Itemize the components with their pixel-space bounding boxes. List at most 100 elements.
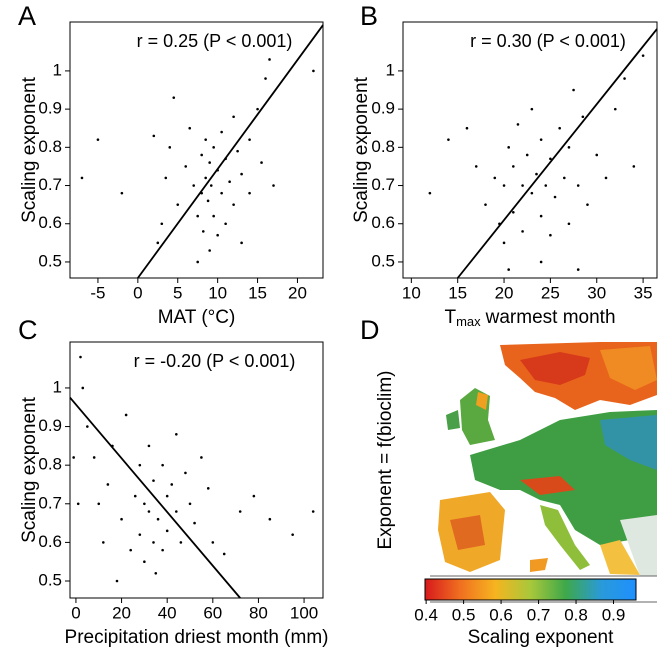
point <box>179 541 183 544</box>
point <box>502 241 506 245</box>
point <box>567 146 571 149</box>
x-axis-label-main: T <box>444 307 456 328</box>
point <box>165 494 169 498</box>
point <box>465 126 469 130</box>
point <box>507 268 510 271</box>
point <box>474 165 478 168</box>
panel-label: D <box>360 315 380 345</box>
y-tick-label: 0.9 <box>371 99 395 118</box>
point <box>484 203 487 206</box>
point <box>539 138 543 141</box>
point <box>143 502 146 506</box>
point <box>291 533 294 536</box>
point <box>228 180 231 184</box>
point <box>81 386 85 390</box>
x-axis-label-sub: max <box>456 314 481 329</box>
x-tick-label: 35 <box>634 283 653 302</box>
point <box>567 222 571 226</box>
point <box>138 463 142 467</box>
point <box>549 233 552 237</box>
point <box>152 541 155 544</box>
y-tick-label: 0.6 <box>38 532 62 551</box>
colorbar-tick-label: 0.9 <box>602 605 626 624</box>
y-axis-label: Scaling exponent <box>19 76 40 222</box>
y-tick-label: 0.8 <box>38 137 62 156</box>
x-tick-label: 0 <box>71 603 80 622</box>
panel-label: C <box>18 315 38 345</box>
point <box>152 134 156 138</box>
y-tick-label: 0.9 <box>38 416 62 435</box>
y-axis-label: Exponent = f(bioclim) <box>375 371 396 550</box>
point <box>544 184 548 187</box>
point <box>192 184 196 187</box>
point <box>164 176 168 180</box>
y-tick-label: 1 <box>53 377 62 396</box>
point <box>92 456 96 459</box>
point <box>154 571 158 575</box>
point <box>512 210 515 214</box>
point <box>206 199 210 203</box>
point <box>115 579 119 583</box>
x-axis-label-rest: warmest month <box>485 307 616 328</box>
point <box>216 233 219 237</box>
x-axis-label-main: Precipitation driest month (mm) <box>65 627 329 648</box>
point <box>204 176 207 180</box>
colorbar <box>424 578 637 601</box>
point <box>152 479 155 482</box>
x-tick-label: 0 <box>133 283 142 302</box>
x-tick-label: 10 <box>208 283 227 302</box>
point <box>535 172 538 176</box>
point <box>72 456 75 459</box>
point <box>502 184 506 187</box>
point <box>507 146 510 149</box>
europe-map <box>436 342 657 576</box>
point <box>96 138 100 141</box>
panel-label: A <box>18 1 36 31</box>
x-axis-label: Tmax warmest month <box>444 307 615 329</box>
point <box>184 471 187 475</box>
point <box>175 432 178 436</box>
point <box>201 230 205 233</box>
point <box>220 130 223 134</box>
point <box>447 138 450 141</box>
point <box>175 510 178 513</box>
y-tick-label: 0.8 <box>38 455 62 474</box>
point <box>516 123 520 126</box>
point <box>595 153 599 157</box>
y-tick-label: 0.7 <box>38 175 62 194</box>
annotation: r = 0.30 (P < 0.001) <box>470 31 626 51</box>
point <box>576 184 580 187</box>
point <box>549 157 552 161</box>
x-tick-label: 20 <box>495 283 514 302</box>
point <box>572 88 575 92</box>
x-tick-label: 30 <box>587 283 606 302</box>
point <box>493 176 497 180</box>
point <box>613 107 617 111</box>
point <box>209 184 213 187</box>
point <box>172 96 176 99</box>
x-tick-label: 10 <box>402 283 421 302</box>
point <box>76 502 80 506</box>
point <box>143 560 146 564</box>
colorbar-tick-label: 0.7 <box>527 605 551 624</box>
x-tick-label: 100 <box>290 603 318 622</box>
point <box>161 463 164 467</box>
point <box>558 126 561 130</box>
point <box>268 517 272 521</box>
trend-line <box>137 24 324 279</box>
point <box>238 510 242 513</box>
point <box>124 413 128 417</box>
point <box>176 203 180 206</box>
point <box>86 425 89 428</box>
point <box>212 146 215 149</box>
x-tick-label: 25 <box>541 283 560 302</box>
colorbar-tick-label: 0.6 <box>489 605 513 624</box>
y-tick-label: 0.5 <box>371 251 395 270</box>
point <box>428 191 432 195</box>
colorbar-tick-label: 0.4 <box>414 605 438 624</box>
point <box>102 541 105 544</box>
trend-line <box>69 397 241 599</box>
x-tick-label: 40 <box>158 603 177 622</box>
point <box>188 126 192 130</box>
